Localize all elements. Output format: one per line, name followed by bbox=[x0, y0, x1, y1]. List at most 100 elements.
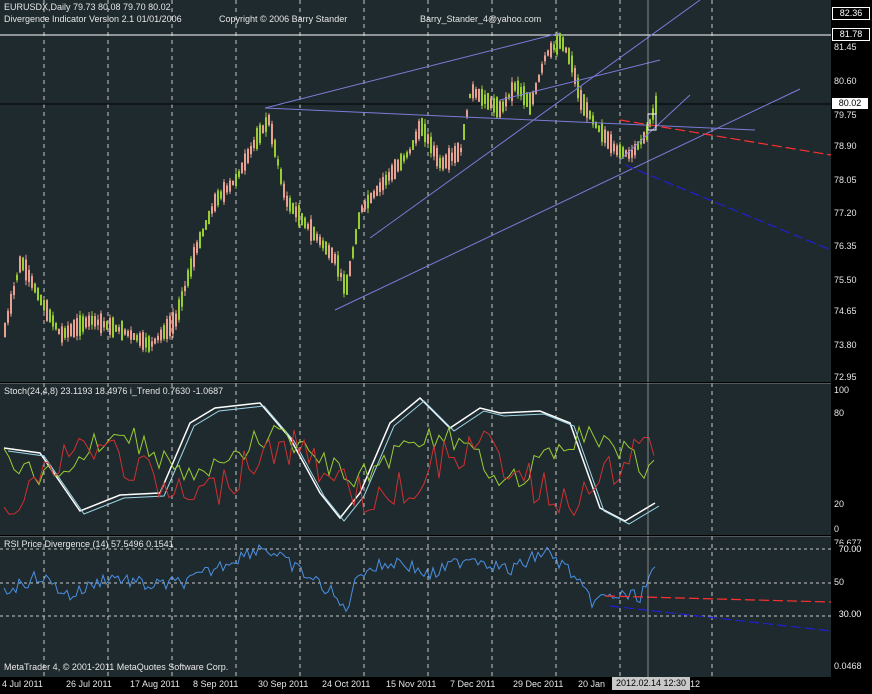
candle-body bbox=[364, 200, 366, 210]
candle-body bbox=[241, 162, 243, 174]
candle-body bbox=[103, 321, 105, 328]
candle-body bbox=[277, 159, 279, 166]
stochastic-pane[interactable]: Stoch(24,4,8) 23.1193 18.4976 i_Trend 0.… bbox=[0, 383, 831, 535]
candle-body bbox=[238, 171, 240, 177]
candle-body bbox=[607, 131, 609, 149]
candle-body bbox=[25, 259, 27, 281]
divergence-red-line bbox=[619, 119, 831, 156]
candle-body bbox=[460, 147, 462, 153]
stoch-main-line bbox=[3, 396, 656, 522]
candle-body bbox=[127, 330, 129, 337]
trend-line bbox=[264, 32, 561, 109]
price-top-box: 82.36 bbox=[832, 7, 870, 20]
date-label: 20 Jan bbox=[578, 679, 606, 689]
candle-body bbox=[136, 335, 138, 341]
candle-body bbox=[655, 95, 657, 115]
rsi-tick-70: 70.00 bbox=[832, 544, 868, 555]
candle-body bbox=[214, 193, 216, 212]
candle-body bbox=[481, 88, 483, 106]
rsi-pane[interactable]: RSI Price Divergence (14) 57.5496 0.1541… bbox=[0, 536, 831, 677]
candle-body bbox=[523, 86, 525, 106]
candle-body bbox=[544, 55, 546, 62]
price-scale[interactable] bbox=[831, 0, 872, 677]
candle-body bbox=[418, 120, 420, 140]
candle-body bbox=[634, 144, 636, 156]
stoch-tick: 0 bbox=[834, 524, 840, 534]
price-chart-pane[interactable]: EURUSDX,Daily 79.73 80.08 79.70 80.02 Di… bbox=[0, 0, 831, 382]
trend-line bbox=[369, 0, 701, 239]
candle-body bbox=[196, 242, 198, 253]
trend-line bbox=[619, 94, 691, 161]
candle-body bbox=[133, 333, 135, 340]
candle-body bbox=[406, 152, 408, 158]
price-tick: 75.50 bbox=[834, 275, 857, 285]
platform-footer: MetaTrader 4, © 2001-2011 MetaQuotes Sof… bbox=[4, 662, 229, 672]
candle-body bbox=[346, 274, 348, 295]
candle-body bbox=[466, 110, 468, 118]
candle-body bbox=[268, 114, 270, 126]
candle-body bbox=[205, 220, 207, 230]
rsi-divergence-blue bbox=[609, 605, 831, 632]
candle-body bbox=[640, 138, 642, 145]
candle-body bbox=[64, 328, 66, 338]
date-label: 29 Dec 2011 bbox=[513, 679, 564, 689]
candle-body bbox=[220, 191, 222, 199]
candle-body bbox=[73, 319, 75, 338]
price-tick: 79.75 bbox=[834, 110, 857, 120]
candle-body bbox=[595, 122, 597, 128]
candle-body bbox=[508, 94, 510, 99]
trend-line bbox=[499, 59, 661, 101]
candle-body bbox=[265, 117, 267, 132]
candle-body bbox=[454, 145, 456, 164]
candle-body bbox=[541, 63, 543, 73]
candle-body bbox=[331, 247, 333, 263]
candle-body bbox=[547, 50, 549, 56]
candle-body bbox=[583, 94, 585, 116]
candle-body bbox=[37, 287, 39, 301]
candle-body bbox=[148, 336, 150, 352]
candle-body bbox=[91, 315, 93, 325]
rsi-tick: 0.0468 bbox=[834, 661, 862, 671]
rsi-svg[interactable] bbox=[0, 536, 831, 677]
candle-body bbox=[592, 115, 594, 125]
candle-body bbox=[46, 300, 48, 321]
candle-body bbox=[70, 324, 72, 336]
candle-body bbox=[370, 192, 372, 204]
candle-body bbox=[517, 80, 519, 95]
candle-body bbox=[85, 317, 87, 328]
candle-body bbox=[529, 92, 531, 115]
candle-body bbox=[580, 90, 582, 110]
candle-body bbox=[349, 261, 351, 277]
rsi-line bbox=[3, 543, 656, 613]
candle-body bbox=[382, 176, 384, 191]
candle-body bbox=[325, 241, 327, 255]
stochastic-svg[interactable] bbox=[0, 383, 831, 535]
candle-body bbox=[565, 47, 567, 53]
candle-body bbox=[646, 124, 648, 140]
date-label: 8 Sep 2011 bbox=[193, 679, 239, 689]
candle-body bbox=[490, 98, 492, 109]
candle-body bbox=[424, 123, 426, 143]
candle-body bbox=[229, 180, 231, 192]
candle-body bbox=[259, 124, 261, 144]
candle-body bbox=[118, 327, 120, 332]
candle-body bbox=[61, 326, 63, 343]
candle-body bbox=[43, 300, 45, 311]
candle-body bbox=[319, 236, 321, 245]
candle-body bbox=[409, 149, 411, 154]
candle-body bbox=[217, 190, 219, 206]
candle-body bbox=[313, 226, 315, 241]
candle-body bbox=[397, 159, 399, 172]
candle-body bbox=[613, 143, 615, 152]
date-label: 7 Dec 2011 bbox=[450, 679, 496, 689]
candle-body bbox=[166, 318, 168, 340]
candle-body bbox=[604, 129, 606, 144]
candle-body bbox=[343, 274, 345, 294]
candle-body bbox=[616, 145, 618, 156]
copyright-text: Copyright © 2006 Barry Stander bbox=[219, 14, 348, 24]
candle-body bbox=[130, 330, 132, 340]
candle-body bbox=[253, 139, 255, 149]
candle-body bbox=[22, 257, 24, 271]
price-chart-svg[interactable] bbox=[0, 0, 831, 382]
candle-body bbox=[520, 87, 522, 97]
